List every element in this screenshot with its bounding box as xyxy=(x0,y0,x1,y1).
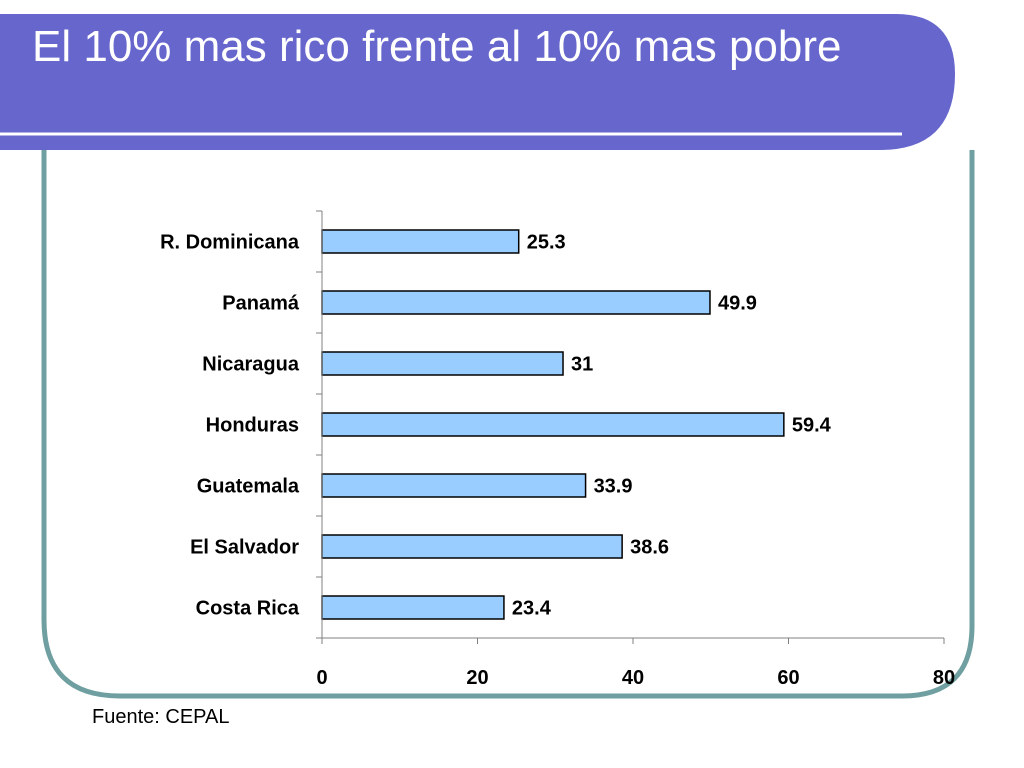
value-tick-label-20: 20 xyxy=(466,667,488,689)
bar-honduras xyxy=(321,412,785,437)
value-label-nicaragua: 31 xyxy=(571,354,593,376)
bar-costa-rica xyxy=(321,595,505,620)
content-frame-border xyxy=(41,150,975,699)
value-tick-label-0: 0 xyxy=(316,667,327,689)
bar-panam xyxy=(321,290,711,315)
bar-r-dominicana xyxy=(321,229,520,254)
source-note: Fuente: CEPAL xyxy=(92,706,230,728)
value-label-costa-rica: 23.4 xyxy=(512,598,552,620)
slide-title: El 10% mas rico frente al 10% mas pobre xyxy=(32,22,842,71)
value-tick-label-60: 60 xyxy=(777,667,799,689)
value-label-guatemala: 33.9 xyxy=(594,476,633,498)
value-label-panam: 49.9 xyxy=(718,293,757,315)
category-label-panam: Panamá xyxy=(222,293,300,315)
title-band xyxy=(0,14,955,150)
category-label-guatemala: Guatemala xyxy=(197,476,300,498)
category-label-costa-rica: Costa Rica xyxy=(196,598,300,620)
labels-layer: R. Dominicana 25.3 Panamá 49.9 Nicaragua 31 Ho… xyxy=(160,232,955,690)
category-label-nicaragua: Nicaragua xyxy=(202,354,300,376)
value-tick-label-80: 80 xyxy=(933,667,955,689)
value-label-r-dominicana: 25.3 xyxy=(527,232,566,254)
bar-guatemala xyxy=(321,473,587,498)
category-label-r-dominicana: R. Dominicana xyxy=(160,232,300,254)
axes-layer xyxy=(316,210,945,644)
category-label-honduras: Honduras xyxy=(206,415,299,437)
bar-el-salvador xyxy=(321,534,623,559)
value-label-el-salvador: 38.6 xyxy=(630,537,669,559)
category-label-el-salvador: El Salvador xyxy=(190,537,299,559)
value-tick-label-40: 40 xyxy=(622,667,644,689)
value-label-honduras: 59.4 xyxy=(792,415,832,437)
bars-layer xyxy=(321,229,785,620)
bar-nicaragua xyxy=(321,351,564,376)
